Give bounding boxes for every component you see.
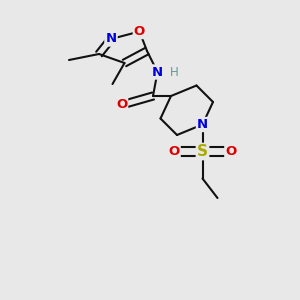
Text: O: O <box>134 25 145 38</box>
Text: N: N <box>197 118 208 131</box>
Text: O: O <box>116 98 127 112</box>
Text: N: N <box>105 32 117 46</box>
Text: O: O <box>168 145 180 158</box>
Text: O: O <box>225 145 237 158</box>
Text: S: S <box>197 144 208 159</box>
Text: N: N <box>152 65 163 79</box>
Text: H: H <box>169 65 178 79</box>
